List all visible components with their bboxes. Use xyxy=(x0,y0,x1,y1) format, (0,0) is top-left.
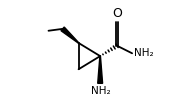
Text: NH₂: NH₂ xyxy=(91,86,111,96)
Text: NH₂: NH₂ xyxy=(134,48,153,58)
Polygon shape xyxy=(98,56,103,83)
Polygon shape xyxy=(61,27,79,43)
Text: O: O xyxy=(112,7,122,20)
